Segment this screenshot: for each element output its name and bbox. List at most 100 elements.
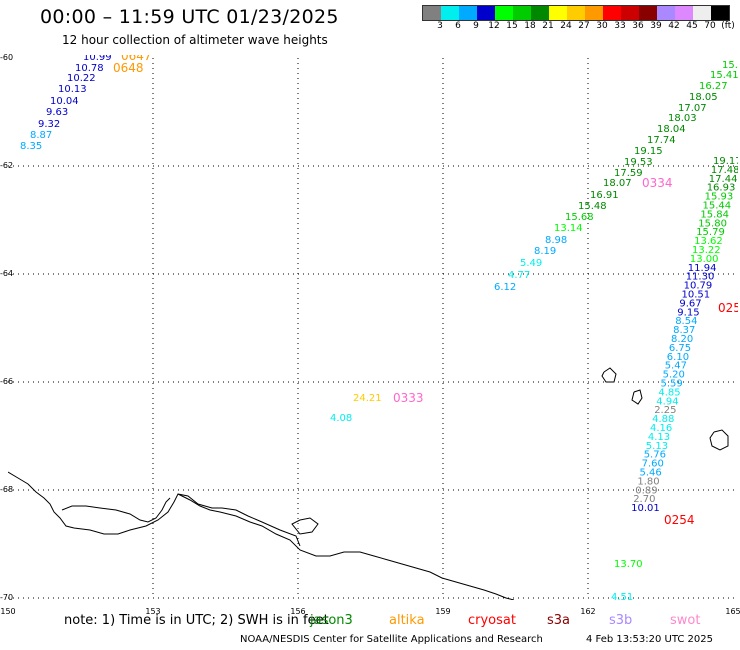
swh-value-label: 16.93: [707, 183, 736, 194]
swh-value-label: 4.77: [508, 270, 530, 281]
swh-value-label: 5.49: [520, 258, 542, 269]
swh-value-label: 15.93: [722, 60, 738, 71]
legend-item-cryosat: cryosat: [468, 613, 516, 628]
swh-value-label: 24.21: [353, 393, 382, 404]
colorbar-label: 12: [488, 21, 500, 31]
swh-value-label: 16.27: [699, 81, 728, 92]
swh-value-label: 15.44: [703, 201, 732, 212]
swh-value-label: 8.20: [671, 334, 693, 345]
swh-value-label: 10.22: [67, 73, 96, 84]
antarctic-coastline: [8, 367, 729, 600]
swh-value-label: 15.84: [700, 209, 729, 220]
swh-value-label: 2.25: [654, 405, 676, 416]
colorbar-label: 9: [473, 21, 479, 31]
swh-value-label: 13.22: [692, 245, 721, 256]
colorbar-label: 33: [614, 21, 626, 31]
colorbar-label: 36: [632, 21, 644, 31]
colorbar-label: 21: [542, 21, 554, 31]
swh-value-label: 13.00: [690, 254, 719, 265]
lat-label: -70: [0, 593, 14, 602]
swh-value-label: 15.41: [710, 70, 738, 81]
lon-label: 156: [290, 607, 306, 616]
colorbar-swatch: [675, 6, 693, 20]
colorbar-label: (ft): [721, 21, 735, 31]
colorbar-label: 42: [668, 21, 680, 31]
swh-value-label: 10.99: [83, 55, 112, 63]
swh-value-label: 4.13: [648, 432, 670, 443]
swh-value-label: 19.15: [634, 146, 663, 157]
swh-value-label: 13.70: [614, 559, 643, 570]
colorbar-swatch: [711, 6, 729, 20]
swh-value-label: 17.48: [711, 165, 738, 176]
colorbar-swatch: [495, 6, 513, 20]
colorbar-swatch: [549, 6, 567, 20]
lat-label: -60: [0, 53, 14, 62]
colorbar-label: 24: [560, 21, 572, 31]
swh-value-label: 5.46: [640, 468, 662, 479]
swh-value-label: 15.80: [698, 218, 727, 229]
swh-value-label: 15.93: [705, 192, 734, 203]
page-title: 00:00 – 11:59 UTC 01/23/2025: [40, 6, 339, 28]
lat-label: -68: [0, 485, 14, 494]
colorbar-label: 70: [704, 21, 716, 31]
colorbar-swatch: [513, 6, 531, 20]
swh-value-label: 11.94: [688, 263, 717, 274]
swh-value-label: 6.75: [669, 343, 691, 354]
coastline-inner-2: [177, 493, 301, 547]
colorbar-swatch: [441, 6, 459, 20]
swh-value-label: 18.03: [668, 113, 697, 124]
colorbar-swatch: [477, 6, 495, 20]
swh-value-label: 18.05: [689, 92, 718, 103]
coastline-main: [8, 471, 515, 600]
swh-value-label: 8.54: [675, 316, 697, 327]
coastline-inner: [61, 497, 171, 523]
swh-value-label: 6.10: [667, 352, 689, 363]
colorbar-swatch: [423, 6, 441, 20]
colorbar-swatch: [693, 6, 711, 20]
swh-value-label: 5.76: [644, 450, 666, 461]
swh-value-label: 4.51: [611, 592, 633, 600]
coastline-bay: [291, 517, 319, 535]
island: [709, 429, 729, 451]
swh-value-label: 9.63: [46, 107, 68, 118]
swh-value-label: 10.51: [682, 290, 711, 301]
island: [601, 367, 617, 383]
swh-value-label: 5.59: [661, 379, 683, 390]
graticule-grid: [8, 58, 738, 599]
page-subtitle: 12 hour collection of altimeter wave hei…: [62, 33, 328, 47]
colorbar-label: 27: [578, 21, 590, 31]
swh-value-label: 16.91: [590, 190, 619, 201]
credit-line: NOAA/NESDIS Center for Satellite Applica…: [240, 634, 543, 645]
lon-label: 162: [580, 607, 596, 616]
colorbar-swatch: [621, 6, 639, 20]
swh-value-label: 15.48: [578, 201, 607, 212]
swh-value-label: 19.17: [713, 156, 738, 167]
swh-value-label: 13.14: [554, 223, 583, 234]
lon-label: 153: [145, 607, 161, 616]
swh-value-label: 10.13: [58, 84, 87, 95]
swh-value-label: 7.60: [642, 459, 664, 470]
legend-item-altika: altika: [389, 613, 425, 628]
wave-height-colorbar: [422, 5, 730, 21]
pass-time-label: 025: [718, 301, 738, 315]
swh-value-label: 17.44: [709, 174, 738, 185]
swh-value-label: 8.87: [30, 130, 52, 141]
swh-value-label: 9.67: [679, 298, 701, 309]
colorbar-label: 45: [686, 21, 698, 31]
lat-label: -64: [0, 269, 14, 278]
colorbar-label: 3: [437, 21, 443, 31]
swh-value-label: 17.07: [678, 103, 707, 114]
swh-value-label: 4.88: [652, 414, 674, 425]
swh-value-label: 13.62: [694, 236, 723, 247]
swh-value-label: 2.70: [633, 494, 655, 505]
swh-value-label: 10.01: [631, 503, 660, 514]
swh-value-label: 18.07: [603, 178, 632, 189]
swh-value-label: 11.30: [686, 272, 715, 283]
swh-value-label: 4.85: [658, 387, 680, 398]
swh-value-label: 15.79: [696, 227, 725, 238]
swh-value-label: 4.94: [656, 396, 678, 407]
swh-labels: 10.9910.7810.2210.1310.049.639.328.878.3…: [20, 55, 738, 600]
swh-value-label: 5.47: [665, 361, 687, 372]
swh-value-label: 5.20: [663, 370, 685, 381]
